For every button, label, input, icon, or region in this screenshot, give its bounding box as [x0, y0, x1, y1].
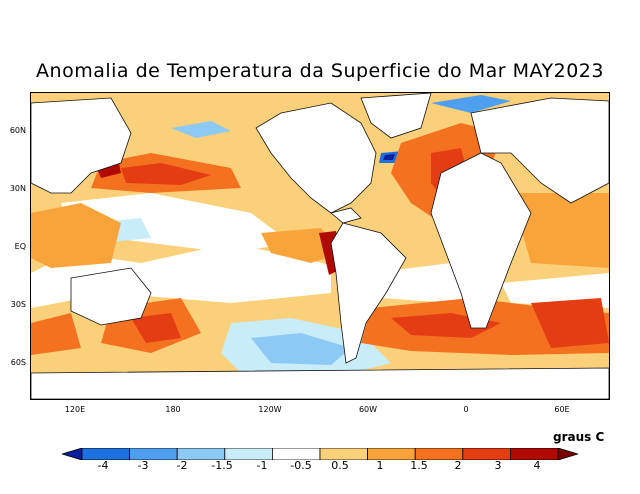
- colorbar-label: -1.5: [211, 459, 233, 472]
- strong-cool-anomaly-gulf-stream: [383, 154, 395, 160]
- africa: [430, 152, 532, 329]
- lat-label-30n: 30N: [9, 184, 26, 193]
- neutral-zone-indian: [501, 273, 609, 308]
- lon-label-120e: 120E: [64, 405, 86, 414]
- lat-label-60n: 60N: [9, 126, 26, 135]
- map-canvas: [31, 93, 609, 399]
- colorbar-label: -1: [256, 459, 268, 472]
- lon-label-0: 0: [463, 405, 469, 414]
- warm-anomaly-arabian-sea: [511, 193, 609, 268]
- colorbar-label: 1: [376, 459, 384, 472]
- greenland: [360, 93, 432, 139]
- central-america: [330, 207, 362, 224]
- warm-anomaly-indian-west: [31, 203, 121, 268]
- lat-label-eq: EQ: [14, 242, 26, 251]
- colorbar-label: 0.5: [331, 459, 349, 472]
- lon-label-180: 180: [165, 405, 181, 414]
- colorbar-label: 1.5: [410, 459, 428, 472]
- colorbar: [62, 448, 578, 460]
- colorbar-label: -0.5: [290, 459, 312, 472]
- lat-label-60s: 60S: [10, 358, 26, 367]
- map-title: Anomalia de Temperatura da Superficie do…: [36, 60, 604, 82]
- antarctica: [31, 367, 609, 399]
- sst-anomaly-map: [30, 92, 610, 400]
- colorbar-arrow-high: [557, 448, 578, 460]
- colorbar-label: 4: [533, 459, 541, 472]
- warm-anomaly-kuroshio-core: [121, 163, 211, 185]
- south-america: [330, 222, 407, 364]
- lon-label-120w: 120W: [258, 405, 282, 414]
- cool-anomaly-core: [251, 333, 351, 365]
- cool-anomaly-bering: [171, 121, 231, 138]
- eurasia: [470, 97, 609, 204]
- units-label: graus C: [553, 430, 605, 444]
- colorbar-label: 3: [494, 459, 502, 472]
- colorbar-arrow-low: [62, 448, 83, 460]
- australia: [70, 267, 152, 326]
- warm-anomaly-tasman-core: [131, 313, 181, 343]
- warm-anomaly-south-indian-core: [531, 298, 609, 348]
- lon-label-60e: 60E: [554, 405, 570, 414]
- colorbar-label: 2: [454, 459, 462, 472]
- warm-anomaly-sw-indian: [31, 313, 81, 355]
- north-america: [255, 102, 377, 214]
- colorbar-label: -2: [176, 459, 188, 472]
- cool-anomaly-arctic: [431, 95, 511, 113]
- lon-label-60w: 60W: [358, 405, 378, 414]
- east-asia: [31, 97, 132, 194]
- lat-label-30s: 30S: [10, 300, 26, 309]
- colorbar-label: -3: [137, 459, 149, 472]
- colorbar-label: -4: [97, 459, 109, 472]
